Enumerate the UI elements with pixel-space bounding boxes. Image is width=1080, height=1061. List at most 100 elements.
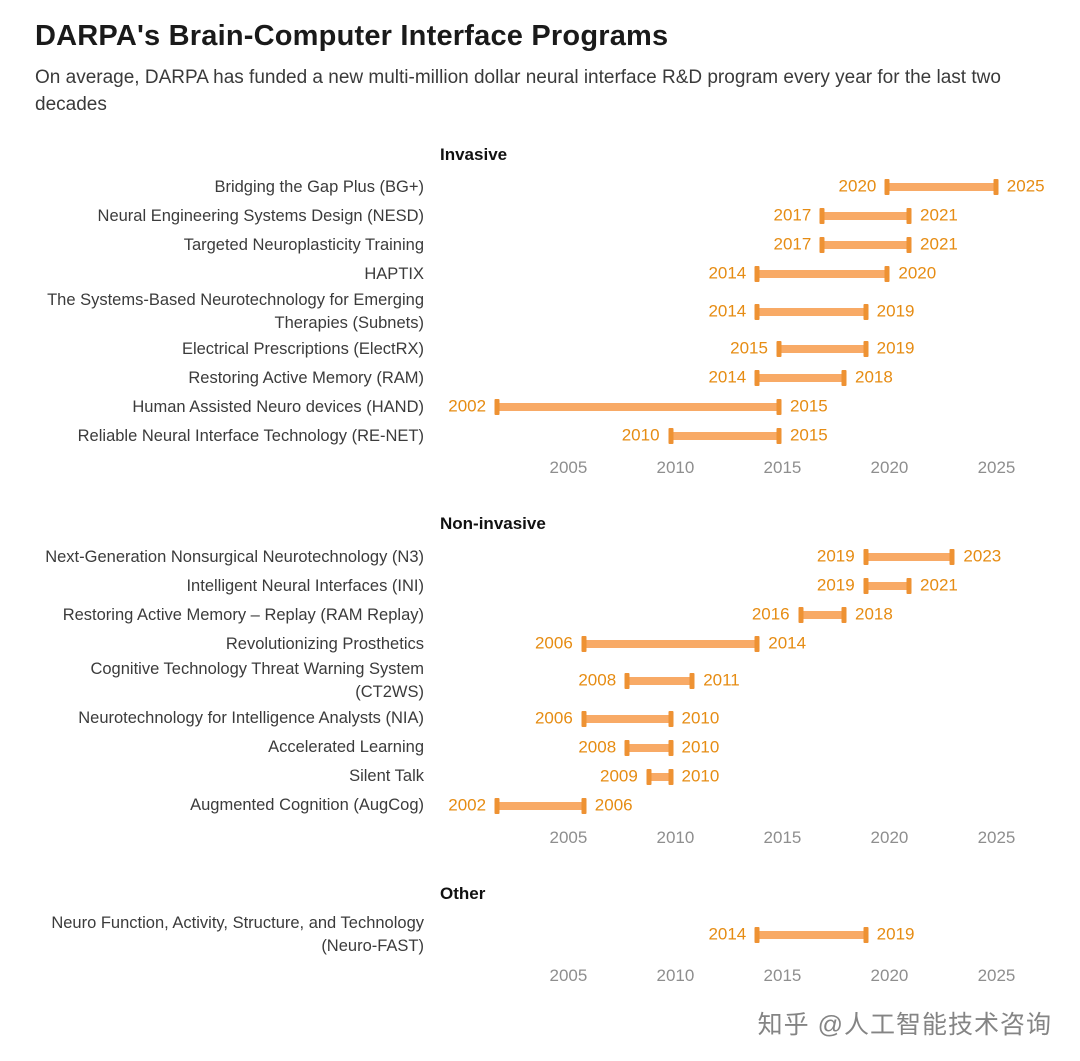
range-bar: [757, 270, 888, 279]
bar-end-cap: [776, 398, 782, 415]
row-plot: 2017 2021: [432, 202, 1050, 231]
row-plot: 2014 2018: [432, 363, 1050, 392]
axis-tick-label: 2020: [870, 458, 909, 478]
axis-tick-label: 2010: [656, 828, 695, 847]
range-bar: [800, 610, 844, 619]
start-year-label: 2009: [600, 766, 638, 786]
row-plot: 2002 2015: [432, 392, 1050, 421]
bar-start-cap: [754, 266, 760, 283]
bar-end-cap: [884, 266, 890, 283]
watermark: 知乎 @人工智能技术咨询: [757, 1011, 1052, 1039]
bar-end-cap: [863, 340, 869, 357]
axis-tick-label: 2005: [549, 458, 588, 478]
start-year-label: 2006: [534, 708, 573, 728]
row-plot: 2008 2010: [432, 733, 1050, 762]
program-label: Restoring Active Memory – Replay (RAM Re…: [62, 605, 424, 624]
bar-start-cap: [863, 548, 869, 565]
chart-row: The Systems-Based Neurotechnology for Em…: [35, 289, 1050, 335]
end-year-label: 2020: [898, 264, 937, 284]
range-bar: [887, 183, 996, 192]
axis-tick-label: 2010: [656, 458, 695, 478]
chart-row: Augmented Cognition (AugCog) 2002 2006: [35, 791, 1050, 820]
row-plot: 2008 2011: [432, 658, 1050, 704]
program-label: Augmented Cognition (AugCog): [190, 796, 424, 815]
bar-end-cap: [754, 635, 760, 652]
start-year-label: 2010: [621, 425, 660, 445]
program-label: Neuro Function, Activity, Structure, and…: [51, 914, 424, 955]
axis-tick-label: 2015: [763, 965, 802, 985]
program-label: Restoring Active Memory (RAM): [188, 368, 424, 387]
bar-start-cap: [863, 577, 869, 594]
chart-row: Restoring Active Memory (RAM) 2014 2018: [35, 363, 1050, 392]
end-year-label: 2015: [789, 425, 828, 445]
program-label: Silent Talk: [349, 767, 424, 786]
bar-start-cap: [884, 179, 890, 196]
row-plot: 2019 2021: [432, 571, 1050, 600]
bar-end-cap: [668, 739, 674, 756]
bar-start-cap: [798, 606, 804, 623]
start-year-label: 2019: [816, 546, 855, 566]
bar-start-cap: [624, 673, 630, 690]
start-year-label: 2015: [730, 338, 768, 358]
program-label: Human Assisted Neuro devices (HAND): [132, 397, 424, 416]
end-year-label: 2011: [703, 670, 740, 690]
bar-start-cap: [624, 739, 630, 756]
range-bar: [627, 677, 693, 686]
end-year-label: 2015: [789, 396, 828, 416]
row-plot: 2009 2010: [432, 762, 1050, 791]
chart-row: Revolutionizing Prosthetics 2006 2014: [35, 629, 1050, 658]
end-year-label: 2018: [855, 604, 893, 624]
bar-end-cap: [581, 797, 587, 814]
panel-title: Non-invasive: [440, 514, 546, 534]
axis-tick-label: 2010: [656, 965, 695, 985]
chart-row: Electrical Prescriptions (ElectRX) 2015 20…: [35, 334, 1050, 363]
chart-row: Accelerated Learning 2008 2010: [35, 733, 1050, 762]
chart-row: Cognitive Technology Threat Warning Syst…: [35, 658, 1050, 704]
bar-start-cap: [581, 635, 587, 652]
range-bar: [497, 402, 779, 411]
range-bar: [757, 373, 844, 382]
chart-panel-invasive: Invasive Bridging the Gap Plus (BG+) 2020 2…: [35, 145, 1050, 489]
bar-end-cap: [841, 606, 847, 623]
start-year-label: 2017: [773, 235, 812, 255]
bar-start-cap: [494, 398, 500, 415]
axis-tick-label: 2005: [549, 965, 588, 985]
end-year-label: 2006: [594, 795, 633, 815]
axis-tick-label: 2025: [977, 965, 1016, 985]
row-plot: 2020 2025: [432, 173, 1050, 202]
chart-row: Silent Talk 2009 2010: [35, 762, 1050, 791]
start-year-label: 2008: [578, 670, 617, 690]
axis-tick-label: 2015: [763, 828, 802, 847]
end-year-label: 2010: [681, 737, 720, 757]
bar-start-cap: [646, 768, 652, 785]
row-plot: 2016 2018: [432, 600, 1050, 629]
bar-end-cap: [906, 237, 912, 254]
end-year-label: 2019: [876, 924, 915, 944]
range-bar: [583, 714, 671, 723]
bar-start-cap: [754, 369, 760, 386]
end-year-label: 2023: [963, 546, 1002, 566]
chart-panels-container: Invasive Bridging the Gap Plus (BG+) 2020 2…: [35, 145, 1050, 996]
program-label: Accelerated Learning: [268, 738, 424, 757]
page-title: DARPA's Brain-Computer Interface Program…: [35, 20, 669, 52]
bar-start-cap: [754, 926, 760, 943]
chart-row: Intelligent Neural Interfaces (INI) 2019 2…: [35, 571, 1050, 600]
axis-tick-label: 2025: [977, 458, 1016, 478]
chart-row: Neural Engineering Systems Design (NESD)…: [35, 202, 1050, 231]
start-year-label: 2014: [708, 301, 747, 321]
x-axis: 2005 2010 2015 2020 2025: [440, 958, 1050, 996]
axis-tick-label: 2015: [763, 458, 802, 478]
program-label: Revolutionizing Prosthetics: [225, 634, 424, 653]
x-axis: 2005 2010 2015 2020 2025: [440, 450, 1050, 488]
end-year-label: 2021: [920, 575, 958, 595]
chart-row: Next-Generation Nonsurgical Neurotechnol…: [35, 542, 1050, 571]
bar-start-cap: [581, 710, 587, 727]
row-plot: 2002 2006: [432, 791, 1050, 820]
start-year-label: 2020: [838, 177, 877, 197]
start-year-label: 2014: [708, 924, 747, 944]
panel-title: Invasive: [440, 144, 508, 164]
bar-end-cap: [841, 369, 847, 386]
bar-start-cap: [754, 303, 760, 320]
chart-row: Human Assisted Neuro devices (HAND) 2002 2…: [35, 392, 1050, 421]
row-plot: 2006 2014: [432, 629, 1050, 658]
